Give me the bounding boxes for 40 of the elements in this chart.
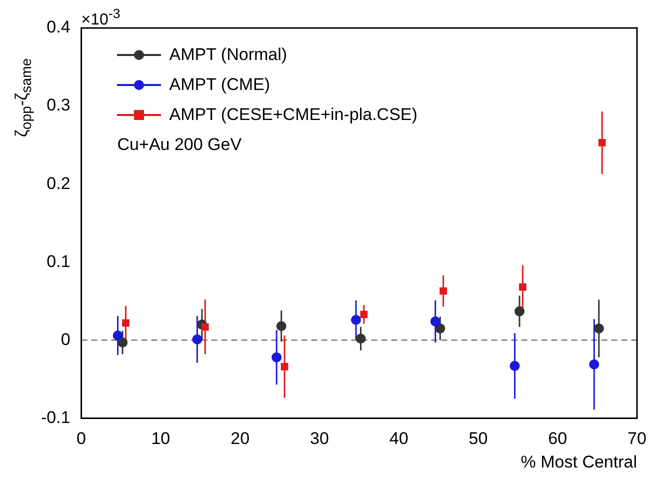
point — [435, 323, 446, 334]
point — [510, 360, 520, 371]
point — [356, 334, 366, 344]
point — [201, 323, 209, 331]
point — [440, 287, 447, 295]
y-tick-label: 0.2 — [46, 174, 70, 193]
x-tick-label: 20 — [230, 429, 250, 448]
point — [276, 321, 286, 332]
point — [594, 323, 604, 334]
x-tick-label: 50 — [468, 429, 488, 448]
annotation: ×10$^{-3}$ — [81, 6, 120, 30]
y-tick-label: -0.1 — [40, 408, 70, 427]
x-axis-title: % Most Central — [520, 452, 637, 472]
point — [360, 310, 368, 318]
point — [280, 363, 288, 370]
point — [112, 330, 123, 340]
y-tick-label: 0 — [60, 330, 70, 349]
x-tick-label: 60 — [548, 429, 568, 448]
x-tick-label: 10 — [151, 429, 170, 448]
y-tick-label: 0.3 — [46, 96, 70, 115]
point — [122, 319, 130, 327]
legend-label: AMPT (Normal) — [169, 45, 288, 65]
x-tick-label: 0 — [76, 429, 86, 448]
point — [118, 338, 128, 348]
point — [519, 283, 526, 291]
y-tick-label: 0.4 — [46, 18, 70, 37]
point — [192, 334, 202, 344]
x-tick-label: 70 — [628, 429, 646, 448]
point — [589, 359, 600, 370]
point — [598, 139, 606, 146]
x-tick-label: 40 — [389, 429, 408, 448]
point — [272, 352, 282, 362]
point — [514, 306, 525, 316]
legend-label: AMPT (CESE+CME+in-pla.CSE) — [169, 105, 418, 125]
annotation: Cu+Au 200 GeV — [117, 134, 243, 156]
point — [350, 314, 361, 325]
legend-label: AMPT (CME) — [169, 75, 270, 95]
point — [430, 316, 440, 326]
y-tick-label: 0.1 — [46, 252, 70, 271]
x-tick-label: 30 — [310, 429, 329, 448]
